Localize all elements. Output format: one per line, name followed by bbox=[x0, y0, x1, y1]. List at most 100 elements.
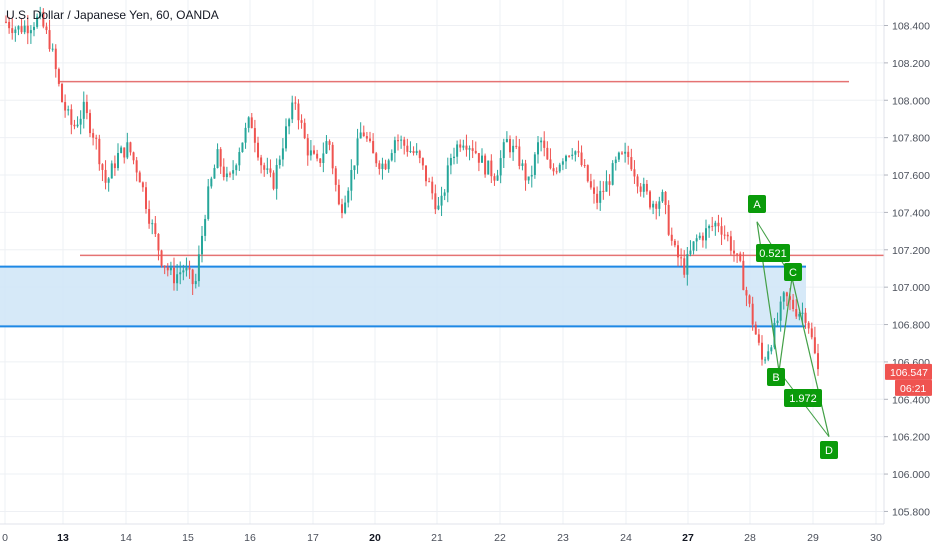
candle bbox=[798, 311, 801, 321]
candle bbox=[742, 251, 745, 291]
price-tick-label: 106.800 bbox=[892, 320, 930, 332]
candle bbox=[593, 179, 595, 204]
candle bbox=[141, 181, 144, 192]
candle bbox=[418, 149, 421, 164]
candle bbox=[720, 217, 723, 246]
candle bbox=[664, 191, 667, 215]
candle bbox=[67, 105, 70, 116]
candle bbox=[677, 240, 679, 267]
pattern-label-d: D bbox=[820, 441, 838, 459]
candle bbox=[443, 189, 446, 201]
candle bbox=[686, 246, 689, 286]
candle bbox=[11, 18, 14, 40]
candle bbox=[555, 167, 558, 175]
candle bbox=[238, 147, 241, 171]
candle bbox=[356, 128, 359, 174]
candle bbox=[537, 136, 539, 164]
candle bbox=[633, 160, 636, 184]
candle bbox=[169, 261, 172, 276]
abcd-pattern[interactable]: A B C D 0.521 1.972 bbox=[748, 195, 838, 459]
support-zone[interactable] bbox=[0, 266, 806, 327]
candle bbox=[617, 151, 620, 163]
candle bbox=[344, 195, 347, 215]
candle bbox=[658, 196, 661, 217]
candle bbox=[530, 165, 533, 188]
pattern-ratio-2: 1.972 bbox=[784, 389, 822, 407]
candle bbox=[739, 251, 742, 263]
candle bbox=[390, 149, 393, 162]
candle bbox=[568, 155, 571, 158]
candle bbox=[229, 171, 231, 178]
candle bbox=[341, 198, 343, 219]
candle bbox=[490, 154, 493, 184]
pattern-ratio-2-text: 1.972 bbox=[789, 393, 817, 405]
candle bbox=[477, 152, 480, 172]
candle bbox=[546, 141, 549, 160]
candle bbox=[487, 160, 490, 175]
candle bbox=[45, 22, 48, 35]
candle bbox=[151, 219, 154, 235]
candle bbox=[213, 164, 216, 179]
candle bbox=[437, 196, 440, 211]
candle bbox=[549, 148, 552, 170]
candle bbox=[216, 143, 219, 169]
candle bbox=[397, 134, 399, 151]
candle bbox=[70, 104, 73, 135]
candle bbox=[599, 180, 602, 211]
candle bbox=[135, 156, 138, 182]
time-tick-label: 16 bbox=[244, 532, 256, 544]
candle bbox=[61, 82, 63, 103]
candle bbox=[605, 170, 608, 192]
candle bbox=[26, 15, 29, 45]
time-tick-label: 29 bbox=[807, 532, 819, 544]
pattern-label-c: C bbox=[784, 263, 802, 281]
candle bbox=[197, 245, 200, 287]
time-tick-label: 24 bbox=[620, 532, 632, 544]
candle bbox=[362, 125, 365, 137]
candle bbox=[736, 253, 739, 263]
pattern-line bbox=[756, 221, 830, 437]
candle bbox=[807, 321, 810, 334]
candle bbox=[577, 140, 580, 158]
candle bbox=[456, 140, 459, 164]
candle bbox=[369, 131, 371, 143]
candle bbox=[225, 166, 228, 182]
candle bbox=[776, 312, 779, 327]
candle bbox=[359, 122, 362, 139]
candle bbox=[393, 136, 396, 163]
time-axis[interactable]: 0 13 14 15 16 17 20 21 22 23 24 27 28 29 30 bbox=[0, 523, 932, 550]
candle bbox=[459, 139, 462, 152]
candle bbox=[717, 214, 720, 233]
candle bbox=[518, 138, 521, 170]
candle bbox=[123, 147, 126, 164]
candle bbox=[474, 141, 477, 155]
time-tick-label: 13 bbox=[57, 532, 69, 544]
candle bbox=[667, 200, 670, 237]
pattern-ratio-1-text: 0.521 bbox=[759, 248, 787, 260]
candle bbox=[210, 176, 213, 189]
price-tick-label: 106.200 bbox=[892, 432, 930, 444]
candle bbox=[5, 15, 7, 24]
candle bbox=[207, 179, 210, 221]
candle bbox=[698, 232, 701, 240]
candle bbox=[770, 344, 773, 355]
candle bbox=[185, 257, 188, 277]
candle bbox=[440, 186, 443, 217]
candle bbox=[813, 326, 816, 355]
candle bbox=[627, 145, 630, 165]
time-tick-label: 17 bbox=[307, 532, 319, 544]
price-axis[interactable]: 108.400 108.200 108.000 107.800 107.600 107.4… bbox=[883, 0, 932, 524]
candle bbox=[36, 13, 39, 29]
candle bbox=[434, 184, 437, 215]
candle bbox=[154, 216, 157, 237]
candle bbox=[558, 162, 561, 174]
candle bbox=[235, 163, 238, 176]
candle bbox=[325, 135, 328, 155]
candle bbox=[484, 153, 487, 178]
candle bbox=[101, 163, 104, 182]
pattern-label-c-text: C bbox=[789, 267, 797, 279]
candle bbox=[372, 133, 375, 154]
candle bbox=[113, 155, 116, 176]
candle bbox=[8, 16, 11, 34]
